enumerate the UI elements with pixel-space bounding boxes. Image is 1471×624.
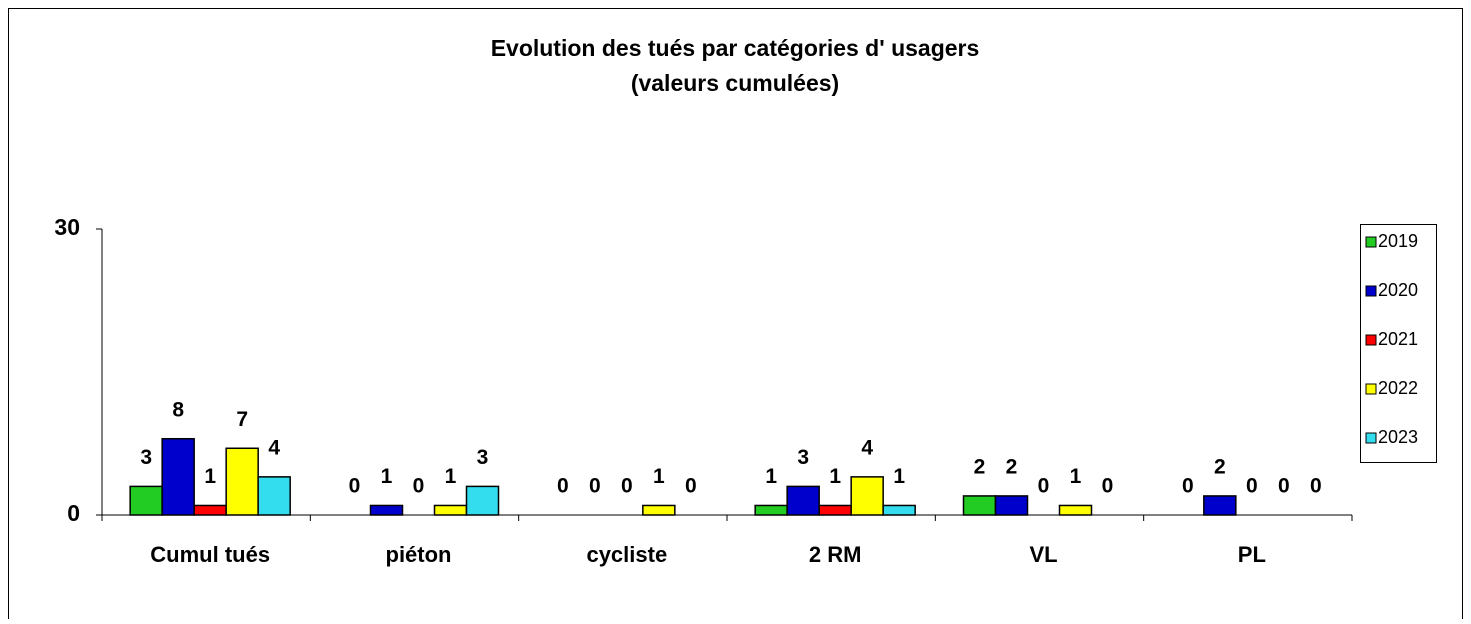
value-label: 1 <box>1070 465 1082 488</box>
chart-subtitle: (valeurs cumulées) <box>631 70 839 96</box>
value-label: 0 <box>1102 475 1114 498</box>
bar <box>465 485 500 516</box>
x-tick-label: PL <box>1238 542 1266 567</box>
value-label: 0 <box>621 475 633 498</box>
bar <box>850 476 884 516</box>
value-label: 0 <box>1278 475 1290 498</box>
value-label: 7 <box>236 408 248 431</box>
value-label: 0 <box>349 475 361 498</box>
value-label: 1 <box>204 465 216 488</box>
bar <box>818 504 852 516</box>
bar <box>1058 504 1093 516</box>
value-label: 0 <box>589 475 601 498</box>
bar <box>433 504 468 516</box>
legend-swatch <box>1365 334 1377 346</box>
legend-label: 2021 <box>1378 329 1418 349</box>
value-label: 4 <box>861 436 873 459</box>
legend-swatch <box>1365 432 1377 444</box>
x-tick-label: VL <box>1029 542 1057 567</box>
value-label: 8 <box>172 398 184 421</box>
bar <box>193 504 227 516</box>
value-label: 0 <box>1038 475 1050 498</box>
x-tick-label: Cumul tués <box>150 542 270 567</box>
value-label: 3 <box>477 446 489 469</box>
x-tick-label: cycliste <box>586 542 667 567</box>
legend-label: 2023 <box>1378 427 1418 447</box>
value-label: 0 <box>413 475 425 498</box>
legend-swatch <box>1365 236 1377 248</box>
value-label: 0 <box>557 475 569 498</box>
bar <box>994 495 1029 516</box>
value-label: 3 <box>797 446 809 469</box>
value-label: 3 <box>140 446 152 469</box>
value-label: 0 <box>1246 475 1258 498</box>
value-label: 1 <box>765 465 777 488</box>
bar <box>962 495 997 516</box>
chart-title: Evolution des tués par catégories d' usa… <box>491 35 980 61</box>
chart-frame <box>8 8 1463 624</box>
legend-swatch <box>1365 383 1377 395</box>
bar <box>369 504 404 516</box>
legend-label: 2019 <box>1378 231 1418 251</box>
value-label: 2 <box>1006 455 1018 478</box>
legend-label: 2022 <box>1378 378 1418 398</box>
bar <box>754 504 788 516</box>
y-tick-label: 30 <box>54 214 80 240</box>
x-tick-label: piéton <box>386 542 452 567</box>
bar <box>1203 495 1237 516</box>
value-label: 2 <box>974 455 986 478</box>
value-label: 1 <box>893 465 905 488</box>
x-tick-label: 2 RM <box>809 542 862 567</box>
value-label: 0 <box>1310 475 1322 498</box>
bar <box>129 485 163 516</box>
value-label: 0 <box>1182 475 1194 498</box>
value-label: 2 <box>1214 455 1226 478</box>
value-label: 1 <box>653 465 665 488</box>
bar <box>786 485 820 516</box>
value-label: 1 <box>445 465 457 488</box>
bar <box>161 437 195 516</box>
bar <box>257 476 291 516</box>
value-label: 1 <box>829 465 841 488</box>
bar <box>882 504 916 516</box>
legend-swatch <box>1365 285 1377 297</box>
y-tick-label: 0 <box>67 500 80 526</box>
bar <box>225 447 259 516</box>
bar <box>642 504 676 516</box>
value-label: 4 <box>268 436 280 459</box>
value-label: 0 <box>685 475 697 498</box>
legend-label: 2020 <box>1378 280 1418 300</box>
value-label: 1 <box>381 465 393 488</box>
